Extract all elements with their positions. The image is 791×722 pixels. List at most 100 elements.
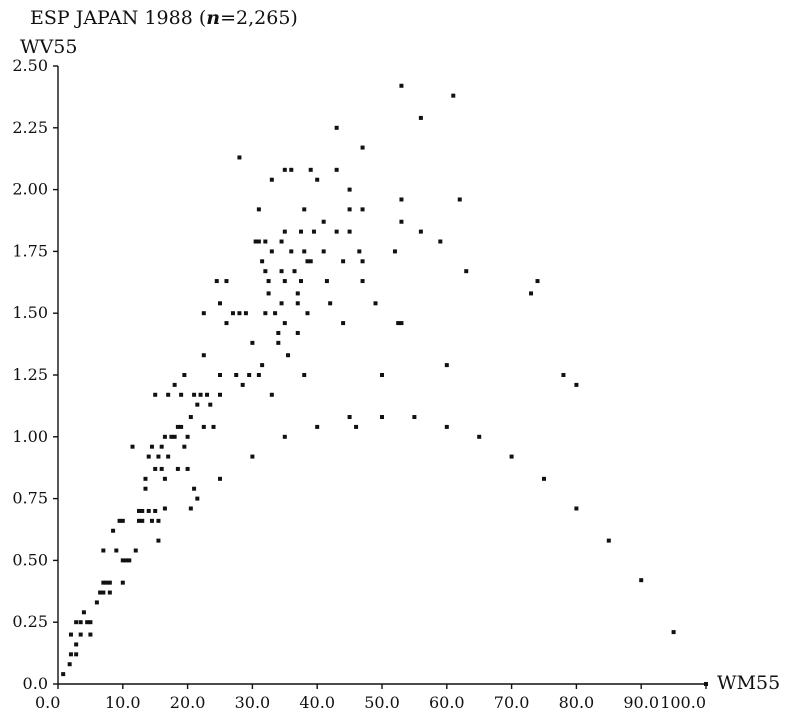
data-point	[438, 239, 443, 244]
data-point	[185, 466, 190, 471]
data-point	[192, 392, 197, 397]
data-point	[218, 301, 222, 306]
data-point	[224, 279, 229, 284]
data-point	[347, 415, 352, 420]
data-point	[237, 311, 242, 316]
data-point	[295, 291, 300, 296]
data-point	[324, 279, 329, 284]
data-point	[321, 249, 326, 254]
data-point	[211, 424, 216, 429]
data-point	[185, 434, 190, 439]
data-point	[561, 373, 566, 377]
data-point	[282, 434, 287, 439]
data-point	[282, 279, 287, 284]
data-point	[162, 476, 167, 481]
data-point	[162, 506, 167, 511]
data-point	[360, 279, 365, 284]
data-point	[120, 580, 125, 585]
data-point	[218, 476, 222, 481]
data-point	[334, 167, 339, 172]
x-tick-label: 20.0	[170, 693, 206, 712]
data-point	[107, 580, 112, 585]
data-point	[74, 652, 79, 657]
y-tick-label: 0.50	[12, 550, 48, 569]
data-point	[153, 392, 158, 397]
data-point	[247, 373, 252, 377]
data-point	[315, 177, 320, 182]
data-point	[234, 373, 239, 377]
data-point	[149, 518, 154, 523]
data-point	[263, 311, 268, 316]
data-point	[120, 558, 125, 563]
data-point	[107, 590, 112, 595]
data-point	[256, 239, 261, 244]
data-point	[68, 632, 73, 637]
data-point	[61, 672, 66, 677]
data-point	[279, 269, 284, 274]
data-point	[188, 415, 193, 420]
data-point	[305, 259, 310, 264]
y-tick-label: 2.00	[12, 180, 48, 199]
y-axis-ticks: 0.0 0.25 0.50 0.75 1.00 1.25 1.50 1.75 2.00 2.25 2…	[12, 56, 58, 693]
y-tick-label: 0.0	[23, 674, 48, 693]
x-tick-label: 70.0	[494, 693, 530, 712]
data-point	[159, 466, 164, 471]
y-tick-label: 2.50	[12, 56, 48, 75]
data-point	[302, 249, 307, 254]
data-point	[143, 486, 148, 491]
data-point	[182, 444, 187, 449]
data-point	[111, 528, 116, 533]
data-point	[195, 496, 200, 501]
data-point	[266, 291, 271, 296]
data-point	[341, 321, 346, 326]
data-point	[166, 392, 171, 397]
data-point	[172, 434, 177, 439]
data-point	[224, 321, 229, 326]
data-point	[292, 269, 297, 274]
data-point	[418, 229, 423, 234]
data-point	[347, 229, 352, 234]
data-point	[311, 229, 316, 234]
data-point	[444, 424, 449, 429]
data-point	[380, 373, 384, 377]
data-point	[477, 434, 482, 439]
y-tick-label: 1.00	[12, 427, 48, 446]
data-point	[360, 259, 365, 264]
y-tick-label: 2.25	[12, 118, 48, 137]
data-point	[85, 620, 90, 625]
data-points	[61, 83, 708, 686]
data-point	[188, 506, 193, 511]
data-point	[328, 301, 333, 306]
data-point	[78, 620, 83, 625]
data-point	[373, 301, 378, 306]
data-point	[444, 363, 449, 368]
data-point	[392, 249, 397, 254]
data-point	[279, 239, 284, 244]
data-point	[101, 580, 106, 585]
data-point	[179, 424, 184, 429]
data-point	[237, 155, 242, 160]
x-tick-label: 50.0	[364, 693, 400, 712]
data-point	[130, 444, 135, 449]
data-point	[299, 279, 303, 284]
data-point	[396, 321, 401, 326]
data-point	[418, 115, 423, 120]
x-axis-label: WM55	[717, 672, 780, 694]
data-point	[574, 382, 579, 387]
y-tick-label: 1.75	[12, 241, 48, 260]
data-point	[357, 249, 362, 254]
data-point	[127, 558, 132, 563]
data-point	[380, 415, 384, 420]
x-tick-label: 40.0	[299, 693, 335, 712]
data-point	[334, 229, 339, 234]
data-point	[282, 321, 287, 326]
y-axis-label: WV55	[20, 36, 77, 58]
data-point	[146, 508, 151, 513]
data-point	[282, 167, 287, 172]
data-point	[399, 83, 404, 88]
data-point	[208, 402, 213, 407]
x-tick-label: 30.0	[235, 693, 271, 712]
chart-title: ESP JAPAN 1988 (n=2,265)	[30, 7, 298, 29]
data-point	[201, 311, 206, 316]
x-axis-ticks: 0.0 10.0 20.0 30.0 40.0 50.0 60.0 70.0 80.0 90.0 1…	[35, 684, 707, 712]
